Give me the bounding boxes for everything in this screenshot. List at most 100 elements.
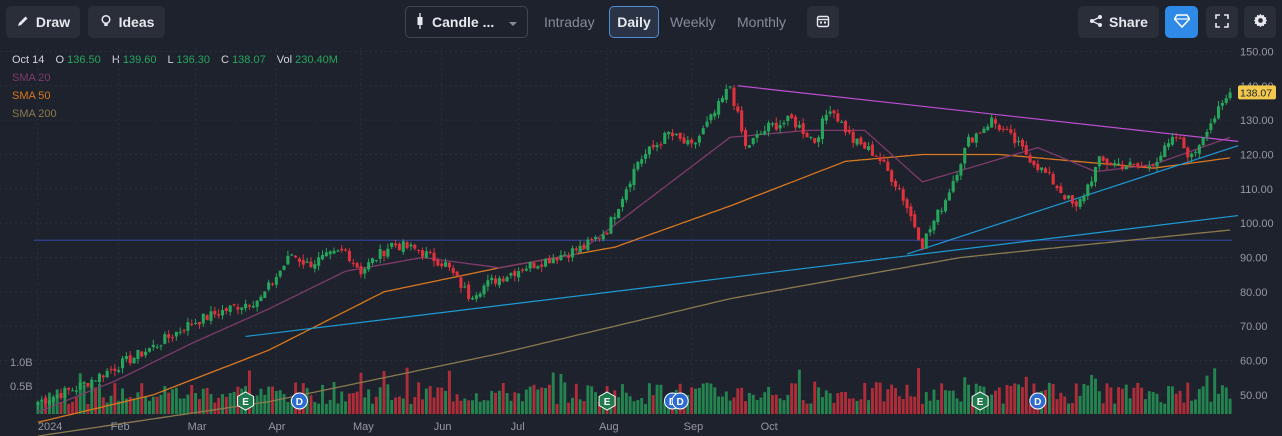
share-button[interactable]: Share xyxy=(1078,6,1159,38)
volume-bar xyxy=(1201,386,1205,414)
candle-body xyxy=(270,283,275,285)
candle-body xyxy=(832,110,836,114)
volume-bar xyxy=(424,388,428,414)
volume-bar xyxy=(559,373,563,414)
volume-bar xyxy=(897,396,901,414)
candle-body xyxy=(1228,92,1232,98)
candle-body xyxy=(836,113,840,122)
tab-monthly[interactable]: Monthly xyxy=(737,14,787,30)
premium-button[interactable] xyxy=(1165,6,1198,38)
candle-body xyxy=(1067,195,1071,199)
candle-body xyxy=(378,249,382,259)
candle-body xyxy=(736,106,740,112)
volume-bar xyxy=(740,387,744,414)
candle-body xyxy=(440,263,444,267)
candle-body xyxy=(494,278,498,284)
sma200-legend[interactable]: SMA 200 xyxy=(12,108,57,120)
candle-body xyxy=(636,161,640,170)
volume-bar xyxy=(201,388,205,414)
volume-bar xyxy=(140,383,144,414)
volume-bar xyxy=(263,394,267,414)
candle-body xyxy=(1132,163,1136,165)
candle-body xyxy=(182,330,186,332)
candle-body xyxy=(1124,166,1128,170)
fullscreen-button[interactable] xyxy=(1206,6,1238,38)
volume-bar xyxy=(794,383,797,414)
candle-body xyxy=(482,285,486,295)
candle-body xyxy=(1201,137,1205,146)
candle-body xyxy=(140,351,144,357)
volume-bar xyxy=(267,386,271,414)
volume-bar xyxy=(359,372,363,414)
candle-body xyxy=(117,370,121,372)
volume-bar xyxy=(863,382,867,414)
candle-body xyxy=(1143,166,1148,168)
volume-bar xyxy=(778,398,782,414)
volume-bar xyxy=(436,387,440,414)
candle-body xyxy=(1055,185,1059,189)
tab-weekly[interactable]: Weekly xyxy=(670,14,716,30)
volume-bar xyxy=(894,388,897,414)
tab-daily[interactable]: Daily xyxy=(609,6,659,38)
candle-body xyxy=(113,368,117,371)
tab-intraday[interactable]: Intraday xyxy=(544,14,595,30)
volume-bar xyxy=(247,370,251,414)
volume-bar xyxy=(501,383,505,414)
candle-body xyxy=(1155,161,1159,167)
volume-bar xyxy=(959,401,963,414)
volume-bar xyxy=(578,399,582,414)
volume-bar xyxy=(1220,385,1224,414)
candle-body xyxy=(290,254,294,256)
candle-body xyxy=(451,267,455,273)
sma50-line xyxy=(37,153,1231,423)
x-tick-label: Aug xyxy=(599,421,619,433)
volume-bar xyxy=(540,387,544,414)
sma50-legend[interactable]: SMA 50 xyxy=(12,90,51,102)
volume-bar xyxy=(1213,368,1217,414)
draw-button[interactable]: Draw xyxy=(6,6,80,38)
close-value: 138.07 xyxy=(232,54,266,66)
volume-bar xyxy=(690,387,694,414)
volume-bar xyxy=(1174,393,1178,414)
candle-body xyxy=(1151,165,1155,167)
volume-bar xyxy=(324,403,328,414)
volume-bar xyxy=(1059,392,1063,414)
calendar-button[interactable] xyxy=(807,6,839,38)
volume-bar xyxy=(1178,390,1182,414)
candle-body xyxy=(1047,171,1051,173)
volume-bar xyxy=(655,384,659,414)
candle-body xyxy=(717,100,721,115)
volume-bar xyxy=(590,386,594,414)
candle-body xyxy=(47,400,51,405)
candle-body xyxy=(1190,153,1194,158)
volume-bar xyxy=(763,392,767,414)
chart-type-select[interactable]: Candle ... xyxy=(405,6,528,38)
volume-bar xyxy=(147,400,151,414)
volume-bar xyxy=(867,400,871,414)
candle-body xyxy=(1182,137,1186,149)
volume-bar xyxy=(55,389,59,414)
settings-button[interactable] xyxy=(1244,6,1276,38)
candle-body xyxy=(578,245,582,253)
candle-body xyxy=(63,387,67,398)
candle-body xyxy=(1197,145,1201,154)
volume-bar xyxy=(644,403,647,414)
candle-body xyxy=(882,159,886,162)
volume-bar xyxy=(967,384,971,414)
candle-body xyxy=(1117,163,1121,165)
volume-bar xyxy=(497,390,501,414)
candle-body xyxy=(124,356,128,360)
volume-bar xyxy=(451,401,455,414)
volume-bar xyxy=(101,397,105,414)
candle-body xyxy=(801,123,805,135)
volume-bar xyxy=(1209,401,1213,414)
candle-body xyxy=(394,243,398,246)
volume-bar xyxy=(494,392,498,414)
sma20-legend[interactable]: SMA 20 xyxy=(12,72,51,84)
chevron-down-icon xyxy=(508,14,518,30)
x-tick-label: Jun xyxy=(434,421,452,433)
volume-bar xyxy=(1167,386,1171,414)
volume-bar xyxy=(1005,384,1009,414)
volume-bar xyxy=(40,400,44,414)
ideas-button[interactable]: Ideas xyxy=(88,6,165,38)
